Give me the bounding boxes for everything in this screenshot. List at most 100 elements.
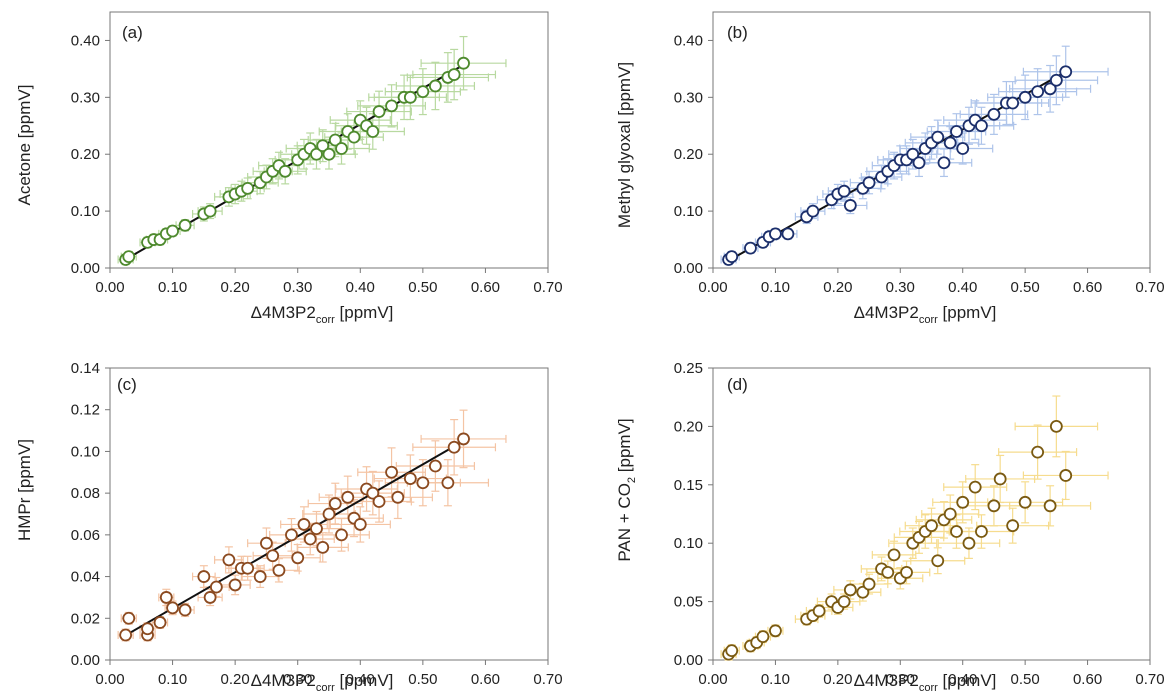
data-point (912, 156, 926, 170)
x-tick-label: 0.60 (1073, 671, 1102, 688)
data-point (416, 85, 430, 99)
x-axis-title-sub: corr (316, 314, 335, 326)
data-point (862, 176, 876, 190)
data-point (316, 139, 330, 153)
y-axis-title-main: PAN + CO (615, 483, 634, 562)
y-tick-label: 0.06 (71, 527, 100, 544)
data-point (253, 570, 267, 583)
y-axis-title-sub: 2 (626, 477, 638, 483)
y-tick-label: 0.30 (71, 89, 100, 106)
data-point (391, 490, 405, 504)
x-axis-title-sub: corr (919, 682, 938, 693)
data-point (837, 184, 851, 198)
data-point (335, 142, 348, 155)
x-axis-title-main: Δ4M3P2 (251, 303, 316, 322)
x-axis-title-sub: corr (919, 314, 938, 326)
data-point (1031, 85, 1045, 99)
data-point (1043, 82, 1057, 96)
data-point (310, 147, 323, 161)
data-point (416, 476, 430, 490)
data-point (159, 591, 173, 604)
data-point (987, 108, 1001, 121)
x-tick-label: 0.10 (158, 671, 187, 688)
data-point (881, 566, 895, 579)
data-point (943, 136, 957, 150)
y-tick-label: 0.40 (71, 32, 100, 49)
data-point (1031, 445, 1045, 459)
data-point (166, 601, 179, 615)
data-point (956, 142, 970, 155)
data-point (975, 525, 988, 538)
x-tick-label: 0.20 (823, 279, 852, 296)
data-point (975, 119, 988, 133)
y-tick-label: 0.10 (71, 443, 100, 460)
data-point (843, 583, 857, 597)
y-tick-label: 0.04 (71, 569, 100, 586)
y-axis-title: PAN + CO2 [ppmV] (615, 418, 638, 561)
data-point (1006, 96, 1020, 110)
panel-c: (c) HMPr [ppmV] Δ4M3P2corr [ppmV] 0.00 0.… (15, 360, 563, 693)
data-point (372, 105, 386, 118)
y-tick-label: 0.10 (674, 535, 703, 552)
x-tick-label: 0.30 (886, 279, 915, 296)
data-point (862, 577, 876, 591)
data-point (806, 204, 820, 218)
data-point (1006, 519, 1020, 533)
data-point (900, 566, 913, 579)
data-point (987, 499, 1001, 513)
x-tick-label: 0.10 (761, 279, 790, 296)
data-point (769, 227, 782, 241)
y-tick-label: 0.00 (674, 260, 703, 277)
x-tick-label: 0.70 (533, 279, 562, 296)
x-tick-label: 0.00 (95, 279, 124, 296)
data-point (122, 611, 136, 625)
data-point (403, 90, 417, 104)
y-tick-label: 0.14 (71, 360, 100, 377)
data-point (1049, 73, 1063, 87)
data-point (1043, 499, 1057, 513)
y-tick-label: 0.20 (71, 146, 100, 163)
data-point (209, 580, 223, 594)
y-tick-label: 0.10 (674, 203, 703, 220)
x-tick-label: 0.70 (1135, 671, 1164, 688)
x-tick-label: 0.30 (283, 279, 312, 296)
y-tick-label: 0.20 (674, 146, 703, 163)
plot-frame (712, 367, 1151, 661)
y-tick-label: 0.25 (674, 360, 703, 377)
y-tick-label: 0.08 (71, 485, 100, 502)
data-point (385, 99, 398, 113)
y-tick-label: 0.12 (71, 402, 100, 419)
plot-frame (109, 367, 549, 661)
data-point (843, 199, 857, 212)
x-tick-label: 0.30 (283, 671, 312, 688)
x-tick-label: 0.70 (533, 671, 562, 688)
data-point (744, 241, 757, 255)
plot-frame (712, 11, 1151, 269)
data-point (260, 536, 273, 550)
y-tick-label: 0.15 (674, 477, 703, 494)
panel-label: (d) (727, 375, 748, 394)
data-point (385, 465, 398, 479)
x-tick-label: 0.20 (823, 671, 852, 688)
data-point (241, 561, 255, 575)
data-point (428, 79, 442, 93)
data-point (322, 507, 336, 521)
data-point (266, 549, 280, 563)
data-point (447, 68, 461, 81)
panel-d: (d) PAN + CO2 [ppmV] Δ4M3P2corr [ppmV] 0… (615, 360, 1165, 693)
data-point (197, 570, 211, 583)
x-axis-title-sub: corr (316, 682, 335, 693)
data-point (341, 490, 355, 504)
x-tick-label: 0.00 (698, 671, 727, 688)
x-axis-title-tail: [ppmV] (335, 671, 394, 690)
data-point (316, 540, 330, 554)
data-point (1018, 90, 1032, 104)
x-tick-label: 0.00 (698, 279, 727, 296)
data-point (993, 472, 1007, 486)
data-point (178, 603, 192, 617)
data-point (457, 56, 470, 70)
y-axis-title-tail: [ppmV] (615, 418, 634, 477)
data-point (366, 125, 380, 138)
error-bars (720, 395, 1109, 661)
data-point (457, 432, 470, 446)
